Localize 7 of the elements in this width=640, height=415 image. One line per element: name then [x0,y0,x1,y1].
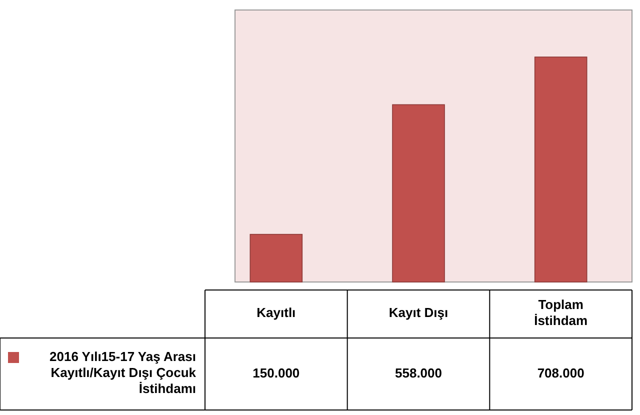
data-label: 558.000 [395,365,442,380]
x-tick-label: Kayıt Dışı [388,305,448,320]
data-label: 708.000 [537,365,584,380]
x-tick-label: Toplam İstihdam [534,297,588,328]
x-tick-label: Kayıtlı [256,305,296,320]
legend-label: 2016 Yılı15-17 Yaş Arası Kayıtlı/Kayıt Dışı Çocuk İstihdamı [50,349,197,396]
data-label: 150.000 [252,365,300,380]
